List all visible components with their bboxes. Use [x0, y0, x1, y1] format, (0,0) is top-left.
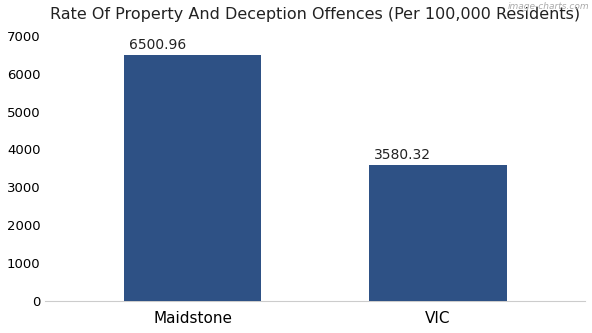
- Bar: [369, 166, 507, 301]
- Title: Rate Of Property And Deception Offences (Per 100,000 Residents): Rate Of Property And Deception Offences …: [50, 7, 580, 22]
- Text: 6500.96: 6500.96: [129, 38, 186, 52]
- Bar: [124, 55, 261, 301]
- Text: 3580.32: 3580.32: [374, 149, 431, 163]
- Text: image-charts.com: image-charts.com: [507, 2, 589, 11]
